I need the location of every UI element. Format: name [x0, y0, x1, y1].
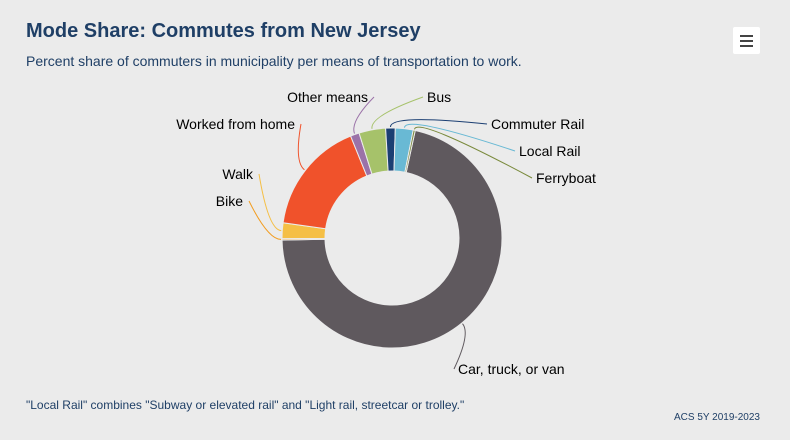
donut-slice-ferryboat[interactable] [404, 129, 416, 174]
connector-line [389, 119, 488, 128]
hamburger-menu-icon-bar [740, 39, 753, 42]
hamburger-menu-icon-bar [740, 44, 753, 47]
data-label: Bike [216, 193, 243, 209]
connector-line [297, 123, 305, 171]
chart-source: ACS 5Y 2019-2023 [674, 412, 760, 423]
connector-line [248, 200, 282, 240]
hamburger-menu-icon [740, 34, 753, 37]
data-label: Other means [287, 89, 368, 105]
data-label: Commuter Rail [491, 116, 584, 132]
donut-slice-worked-from-home[interactable] [282, 135, 368, 230]
chart-footnote: "Local Rail" combines "Subway or elevate… [26, 398, 465, 412]
chart-title: Mode Share: Commutes from New Jersey [26, 20, 421, 42]
data-label: Worked from home [176, 116, 295, 132]
chart-menu-button[interactable] [733, 27, 760, 54]
data-label: Ferryboat [536, 170, 596, 186]
data-label: Car, truck, or van [458, 361, 565, 377]
connector-line [453, 323, 466, 370]
connector-line [413, 126, 533, 179]
connector-line [403, 123, 516, 152]
donut-slice-car-truck-or-van[interactable] [281, 129, 503, 349]
data-label: Walk [222, 166, 254, 182]
data-label: Bus [427, 89, 451, 105]
connector-line [258, 173, 282, 232]
connector-line [353, 96, 375, 134]
chart-subtitle: Percent share of commuters in municipali… [26, 53, 522, 69]
connector-line [371, 96, 424, 129]
data-label: Local Rail [519, 143, 580, 159]
